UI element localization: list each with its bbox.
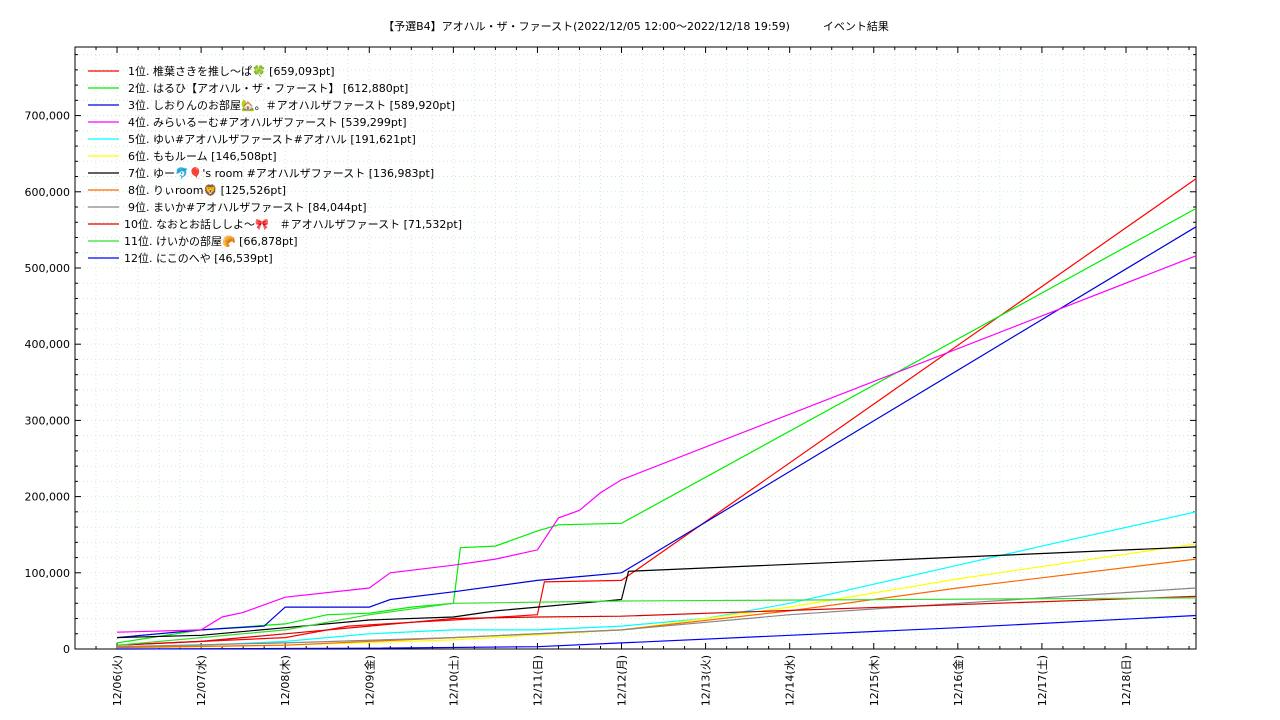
series-line-4 [116,255,1197,633]
y-tick-label: 400,000 [25,338,71,351]
series-line-3 [116,226,1197,639]
series-line-9 [116,587,1197,648]
x-tick-label: 12/15(木) [868,655,881,706]
y-tick-label: 100,000 [25,567,71,580]
legend-label-8: 8位. りぃroom🦁 [125,526pt] [128,183,286,197]
legend-label-9: 9位. まいか#アオハルザファースト [84,044pt] [128,200,367,214]
x-axis: 12/06(火) 12/07(水) 12/08(木) 12/09(金) 12/10(土)… [74,47,1190,706]
grid-lines [74,47,1196,650]
series-line-5 [116,511,1197,649]
x-tick-label: 12/17(土) [1036,655,1049,706]
series-line-2 [116,207,1197,644]
x-tick-label: 12/14(水) [784,655,797,706]
plot-frame [74,46,1197,650]
x-tick-label: 12/06(火) [111,655,124,706]
y-tick-label: 300,000 [25,414,71,427]
series-line-7 [116,546,1197,639]
legend-label-12: 12位. にこのへや [46,539pt] [124,251,273,265]
y-tick-label: 0 [63,643,70,656]
legend: 1位. 椎葉さきを推し〜ぱ🍀 [659,093pt] 2位. はるひ【アオハル・ザ… [88,64,462,265]
x-tick-label: 12/12(月) [616,655,629,706]
series-line-10 [116,595,1197,646]
legend-label-3: 3位. しおりんのお部屋🏡。＃アオハルザファースト [589,920pt] [128,98,455,112]
x-tick-label: 12/13(火) [700,655,713,706]
y-tick-label: 200,000 [25,491,71,504]
y-tick-label: 600,000 [25,186,71,199]
legend-label-11: 11位. けいかの部屋🥐 [66,878pt] [124,234,298,248]
series-line-1 [116,178,1197,646]
legend-label-2: 2位. はるひ【アオハル・ザ・ファースト】 [612,880pt] [128,81,408,95]
x-tick-label: 12/11(日) [531,655,544,706]
series-line-11 [116,597,1197,646]
y-tick-label: 500,000 [25,262,71,275]
chart-title: 【予選B4】アオハル・ザ・ファースト(2022/12/05 12:00〜2022… [383,19,889,33]
legend-label-5: 5位. ゆい#アオハルザファースト#アオハル [191,621pt] [128,132,416,146]
y-axis: 0 100,000 200,000 300,000 400,000 500,000 600,… [25,54,1196,656]
x-tick-label: 12/07(水) [195,655,208,706]
series-lines [116,178,1197,650]
x-tick-label: 12/18(日) [1120,655,1133,706]
legend-label-4: 4位. みらいるーむ#アオハルザファースト [539,299pt] [128,115,407,129]
series-line-12 [116,614,1197,650]
x-tick-label: 12/09(金) [362,655,376,706]
legend-label-6: 6位. ももルーム [146,508pt] [128,149,277,163]
series-line-6 [116,543,1197,649]
legend-label-10: 10位. なおとお話ししよ〜🎀 ＃アオハルザファースト [71,532pt] [124,217,462,231]
x-tick-label: 12/16(金) [951,655,965,706]
legend-label-7: 7位. ゆー🐬🎈's room #アオハルザファースト [136,983pt] [128,166,434,180]
x-tick-label: 12/10(土) [447,655,460,706]
x-tick-label: 12/08(木) [279,655,292,706]
y-tick-label: 700,000 [25,110,71,123]
legend-label-1: 1位. 椎葉さきを推し〜ぱ🍀 [659,093pt] [128,64,335,78]
